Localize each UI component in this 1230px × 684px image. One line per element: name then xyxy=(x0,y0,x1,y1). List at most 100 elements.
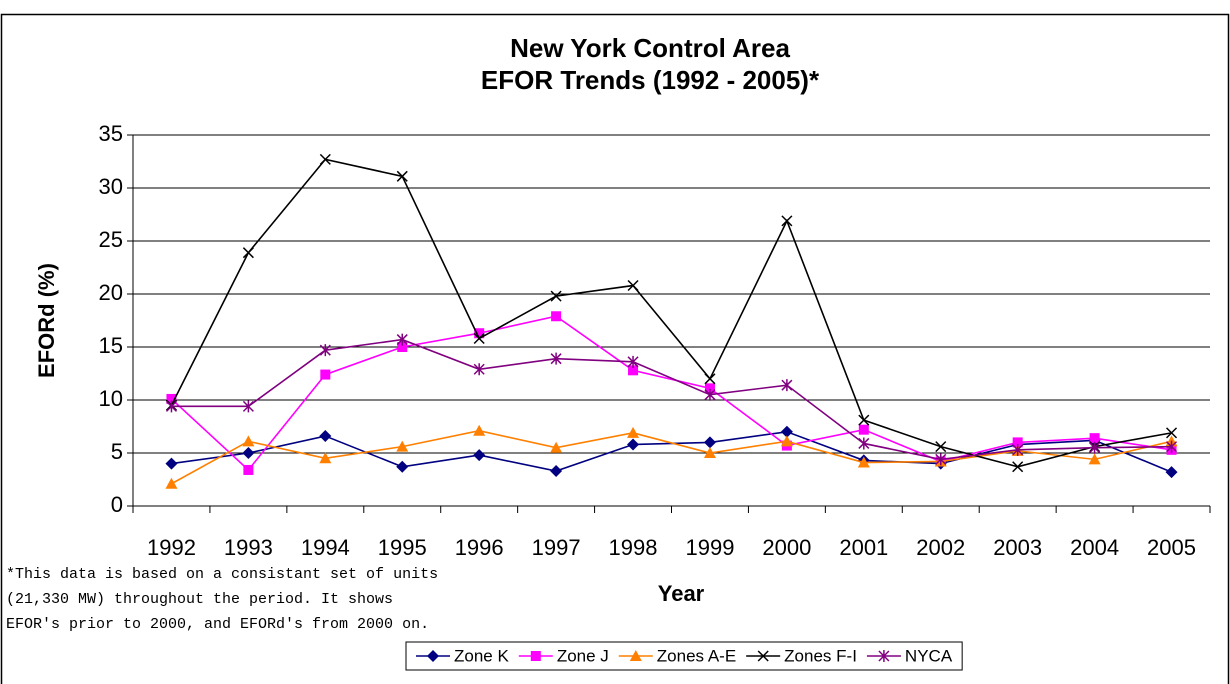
marker xyxy=(857,456,870,468)
y-tick-label: 30 xyxy=(99,174,123,199)
marker xyxy=(396,460,409,473)
frame xyxy=(0,13,1230,684)
marker xyxy=(242,435,255,447)
y-tick-label: 35 xyxy=(99,121,123,146)
marker xyxy=(704,373,716,385)
marker xyxy=(551,311,562,322)
marker xyxy=(780,435,793,447)
marker xyxy=(704,388,716,401)
y-tick-label: 10 xyxy=(99,386,123,411)
x-tick-label: 1996 xyxy=(455,535,504,560)
marker xyxy=(166,393,177,404)
marker xyxy=(703,436,716,449)
chart-title: EFOR Trends (1992 - 2005)* xyxy=(481,65,820,95)
marker xyxy=(627,279,639,292)
marker xyxy=(319,344,331,357)
x-tick-label: 2003 xyxy=(993,535,1042,560)
series-line xyxy=(171,338,1172,461)
marker xyxy=(858,437,870,450)
marker xyxy=(781,379,793,392)
marker xyxy=(704,383,715,394)
marker xyxy=(427,650,439,662)
y-tick-label: 20 xyxy=(99,280,123,305)
y-tick-label: 5 xyxy=(111,439,123,464)
legend: Zone K Zone J Zones A-E Zones F-I NYCA xyxy=(405,641,963,671)
marker xyxy=(627,426,640,438)
chart-title: New York Control Area xyxy=(510,33,790,63)
marker xyxy=(1166,440,1178,453)
marker xyxy=(243,464,254,475)
x-tick-label: 2005 xyxy=(1147,535,1196,560)
marker xyxy=(396,170,408,182)
marker xyxy=(703,447,716,458)
footnote: (21,330 MW) throughout the period. It sh… xyxy=(6,591,393,608)
marker xyxy=(627,438,640,451)
marker xyxy=(780,425,793,438)
x-tick-label: 1995 xyxy=(378,535,427,560)
marker xyxy=(1012,461,1024,473)
y-tick-label: 15 xyxy=(99,333,123,358)
marker xyxy=(629,650,642,661)
marker xyxy=(1012,443,1024,456)
marker xyxy=(473,424,486,436)
footnote: EFOR's prior to 2000, and EFORd's from 2… xyxy=(6,616,429,633)
x-tick-label: 2004 xyxy=(1070,535,1119,560)
marker xyxy=(242,400,254,413)
marker xyxy=(165,457,178,470)
marker xyxy=(858,414,870,426)
legend-label: NYCA xyxy=(905,646,953,665)
x-tick-label: 2000 xyxy=(762,535,811,560)
marker xyxy=(396,440,409,452)
marker xyxy=(319,452,332,464)
x-tick-label: 2002 xyxy=(916,535,965,560)
marker xyxy=(473,449,486,462)
marker xyxy=(1165,466,1178,479)
legend-label: Zones A-E xyxy=(657,646,736,665)
marker xyxy=(550,441,563,453)
marker xyxy=(628,365,639,376)
marker xyxy=(550,465,563,478)
x-tick-label: 1997 xyxy=(532,535,581,560)
marker xyxy=(1089,433,1100,444)
series-line xyxy=(170,315,1172,472)
marker xyxy=(319,153,331,165)
marker xyxy=(1166,427,1178,439)
marker xyxy=(165,400,177,413)
marker xyxy=(242,447,255,459)
marker xyxy=(530,651,541,661)
legend-label: Zones F-I xyxy=(784,646,857,665)
marker xyxy=(1089,441,1101,454)
marker xyxy=(878,650,890,662)
marker xyxy=(1012,437,1023,448)
x-tick-label: 2001 xyxy=(839,535,888,560)
marker xyxy=(474,328,485,339)
marker xyxy=(242,247,254,259)
marker xyxy=(397,342,408,352)
marker xyxy=(320,369,331,380)
marker xyxy=(319,430,332,443)
marker xyxy=(165,477,178,489)
marker xyxy=(473,332,485,345)
marker xyxy=(757,650,769,662)
x-tick-label: 1993 xyxy=(224,535,273,560)
marker xyxy=(935,441,947,453)
series-line xyxy=(171,429,1172,485)
x-tick-label: 1994 xyxy=(301,535,350,560)
x-axis-title: Year xyxy=(658,581,705,606)
x-tick-label: 1999 xyxy=(685,535,734,560)
legend-label: Zone J xyxy=(557,646,609,665)
marker xyxy=(550,352,562,365)
legend-label: Zone K xyxy=(454,646,509,665)
marker xyxy=(935,453,947,466)
x-tick-label: 1992 xyxy=(147,535,196,560)
marker xyxy=(396,333,408,346)
marker xyxy=(781,215,793,227)
y-tick-label: 25 xyxy=(99,227,123,252)
marker xyxy=(550,290,562,302)
x-tick-label: 1998 xyxy=(609,535,658,560)
y-axis-title: EFORd (%) xyxy=(34,263,59,378)
marker xyxy=(1088,453,1101,465)
marker xyxy=(627,355,639,368)
marker xyxy=(858,424,869,435)
